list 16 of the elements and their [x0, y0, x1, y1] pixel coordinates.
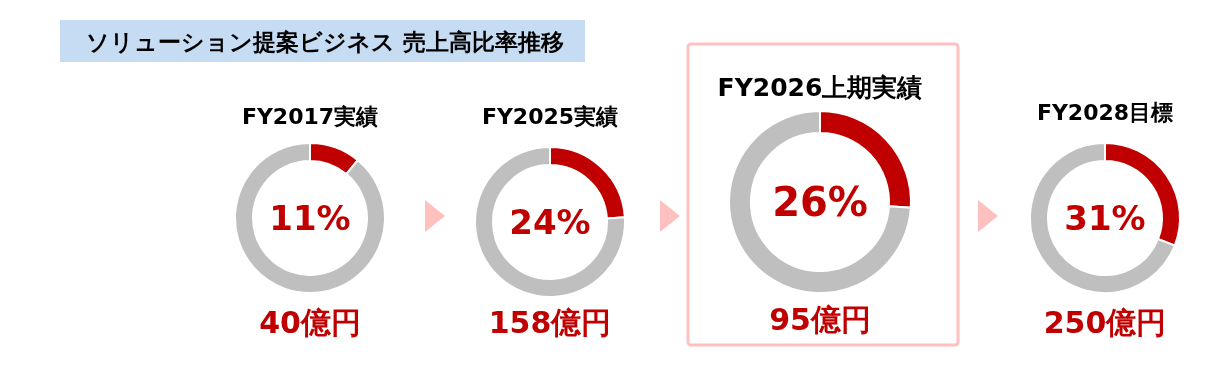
chart-title: ソリューション提案ビジネス 売上高比率推移 — [86, 29, 565, 55]
text: 24% — [509, 202, 591, 243]
text: 95億円 — [769, 302, 871, 337]
text: 158億円 — [488, 305, 612, 340]
text: 26% — [772, 179, 868, 226]
chart-subtitle: FY2028目標 — [1036, 100, 1174, 125]
chart-subtitle: FY2025実績 — [481, 104, 619, 129]
chart-subtitle: FY2017実績 — [241, 104, 379, 129]
donut-slice — [728, 110, 912, 294]
text: 40億円 — [259, 305, 361, 340]
donut-slice — [234, 142, 386, 294]
text: 250億円 — [1043, 305, 1167, 340]
chart-subtitle: FY2026上期実績 — [717, 73, 923, 102]
text: 11% — [269, 198, 351, 239]
text: 31% — [1064, 198, 1146, 239]
donut-slice — [474, 146, 626, 298]
